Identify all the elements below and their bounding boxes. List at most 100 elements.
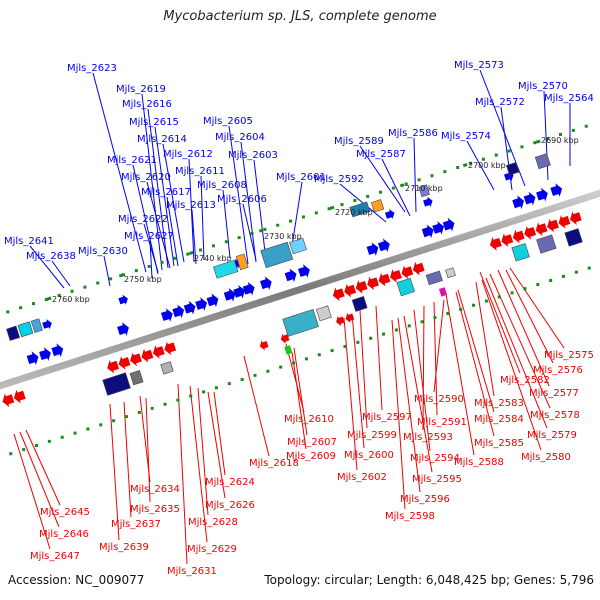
reverse-gene-label: Mjls_2582 — [500, 375, 550, 386]
guide-dot-upper — [289, 219, 293, 223]
forward-gene-label: Mjls_2621 — [107, 155, 157, 166]
guide-dot-upper — [443, 170, 447, 174]
reverse-gene-arrow — [130, 352, 142, 367]
forward-gene-label: Mjls_2564 — [544, 93, 594, 104]
forward-gene-arrow — [378, 238, 390, 253]
forward-gene-label: Mjls_2570 — [518, 81, 568, 92]
gene-feature-box — [418, 184, 430, 198]
reverse-gene-connector — [505, 269, 554, 364]
guide-dot-upper — [276, 223, 280, 227]
guide-dot-lower — [266, 369, 270, 373]
reverse-gene-connector — [485, 277, 548, 429]
gene-feature-box — [289, 237, 307, 255]
reverse-gene-label: Mjls_2599 — [347, 430, 397, 441]
reverse-gene-connector — [391, 319, 406, 510]
guide-dot-upper — [456, 165, 460, 169]
reverse-gene-label: Mjls_2646 — [39, 529, 89, 540]
reverse-gene-label: Mjls_2629 — [187, 544, 237, 555]
coordinate-label: 2700 kbp — [468, 161, 506, 170]
reverse-gene-label: Mjls_2593 — [403, 432, 453, 443]
reverse-gene-arrow — [118, 356, 131, 370]
reverse-gene-arrow — [535, 222, 548, 236]
reverse-gene-arrow — [332, 287, 345, 302]
forward-gene-connector — [359, 145, 406, 213]
guide-dot-lower — [587, 266, 591, 270]
reverse-gene-connector — [285, 343, 305, 413]
forward-gene-label: Mjls_2573 — [454, 60, 504, 71]
guide-dot-upper — [147, 264, 151, 268]
forward-gene-arrow — [421, 224, 434, 239]
guide-dot-lower — [47, 439, 51, 443]
forward-gene-connector — [154, 126, 175, 267]
guide-dot-lower — [253, 373, 257, 377]
forward-gene-arrow — [366, 242, 379, 256]
coordinate-tick-mark — [258, 228, 264, 233]
forward-gene-arrow — [117, 322, 129, 336]
coordinate-tick-mark — [46, 296, 52, 301]
guide-dot-lower — [343, 344, 347, 348]
forward-gene-connector — [188, 158, 195, 263]
reverse-gene-arrow — [412, 261, 425, 276]
guide-dot-lower — [34, 443, 38, 447]
gene-feature-box — [445, 267, 456, 279]
guide-dot-upper — [481, 157, 485, 161]
gene-feature-box — [564, 228, 583, 247]
reverse-gene-connector — [13, 433, 51, 550]
reverse-gene-arrow — [390, 269, 402, 283]
gene-feature-box — [425, 270, 443, 286]
guide-dot-upper — [559, 132, 563, 136]
guide-dot-lower — [304, 357, 308, 361]
reverse-gene-arrow — [141, 348, 154, 363]
guide-dot-lower — [446, 311, 450, 315]
guide-dot-upper — [263, 227, 267, 231]
forward-gene-arrow — [223, 288, 236, 302]
gene-feature-box — [160, 361, 174, 375]
reverse-gene-label: Mjls_2591 — [417, 417, 467, 428]
forward-gene-arrow — [442, 217, 455, 232]
reverse-gene-connector — [475, 281, 495, 397]
forward-gene-connector — [413, 137, 417, 213]
gene-feature-box — [30, 318, 43, 333]
gene-feature-box — [396, 277, 415, 297]
reverse-gene-arrow — [152, 345, 165, 359]
reverse-gene-connector — [481, 279, 542, 451]
forward-gene-arrow — [298, 264, 310, 278]
coordinate-label: 2730 kbp — [264, 232, 302, 241]
coordinate-tick-mark — [188, 250, 194, 256]
reverse-gene-connector — [207, 391, 226, 499]
coordinate-label: 2710 kbp — [405, 184, 443, 193]
forward-gene-label: Mjls_2572 — [475, 97, 525, 108]
guide-dot-lower — [279, 365, 283, 369]
guide-dot-upper — [57, 293, 61, 297]
forward-gene-label: Mjls_2627 — [124, 231, 174, 242]
guide-dot-lower — [202, 390, 206, 394]
reverse-gene-connector — [177, 383, 188, 565]
guide-dot-upper — [353, 198, 357, 202]
forward-gene-connector — [162, 143, 185, 263]
reverse-gene-connector — [213, 391, 226, 476]
guide-dot-lower — [433, 316, 437, 320]
reverse-gene-label: Mjls_2595 — [412, 474, 462, 485]
forward-gene-label: Mjls_2605 — [203, 116, 253, 127]
guide-dot-upper — [224, 240, 228, 244]
guide-dot-lower — [459, 307, 463, 311]
reverse-gene-label: Mjls_2639 — [99, 542, 149, 553]
guide-dot-upper — [469, 161, 473, 165]
reverse-gene-connector — [457, 289, 495, 413]
gene-feature-box — [235, 253, 249, 271]
guide-dot-upper — [109, 277, 113, 281]
reverse-gene-arrow — [2, 393, 15, 408]
gene-feature-box — [534, 153, 551, 170]
forward-gene-connector — [147, 108, 169, 269]
guide-dot-upper — [134, 269, 138, 273]
forward-gene-connector — [166, 196, 179, 267]
genome-summary-text: Topology: circular; Length: 6,048,425 bp… — [264, 573, 594, 587]
forward-gene-connector — [103, 255, 111, 287]
reverse-gene-arrow — [344, 283, 357, 298]
guide-dot-lower — [497, 295, 501, 299]
guide-dot-lower — [240, 377, 244, 381]
guide-dot-upper — [199, 248, 203, 252]
guide-dot-lower — [227, 382, 231, 386]
